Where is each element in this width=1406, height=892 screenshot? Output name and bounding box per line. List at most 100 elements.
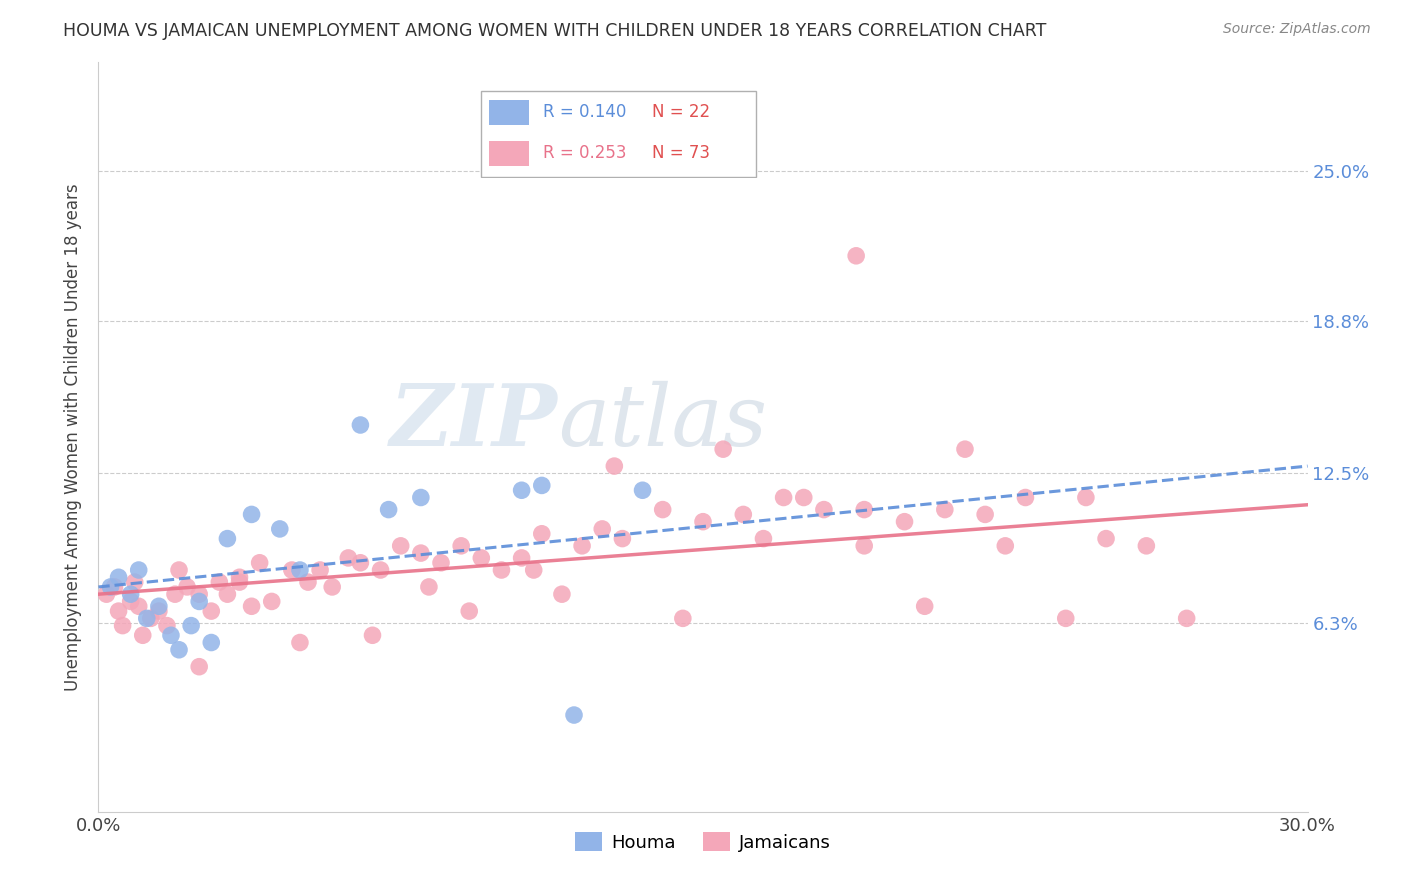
Point — [176, 580, 198, 594]
Point — [530, 478, 553, 492]
FancyBboxPatch shape — [481, 91, 756, 177]
Point — [1014, 491, 1036, 505]
Point — [309, 563, 332, 577]
Point — [953, 442, 976, 457]
Point — [510, 550, 533, 565]
Point — [297, 575, 319, 590]
Text: N = 22: N = 22 — [652, 103, 710, 121]
Text: Source: ZipAtlas.com: Source: ZipAtlas.com — [1223, 22, 1371, 37]
Point — [1074, 491, 1097, 505]
Point — [692, 515, 714, 529]
Point — [361, 628, 384, 642]
Point — [337, 550, 360, 565]
Point — [409, 491, 432, 505]
Text: HOUMA VS JAMAICAN UNEMPLOYMENT AMONG WOMEN WITH CHILDREN UNDER 18 YEARS CORRELAT: HOUMA VS JAMAICAN UNEMPLOYMENT AMONG WOM… — [63, 22, 1046, 40]
Point — [156, 618, 179, 632]
Point — [200, 604, 222, 618]
Point — [188, 587, 211, 601]
Point — [934, 502, 956, 516]
Point — [288, 563, 311, 577]
Text: R = 0.253: R = 0.253 — [543, 145, 626, 162]
Point — [200, 635, 222, 649]
Point — [148, 599, 170, 614]
Point — [321, 580, 343, 594]
Point — [103, 580, 125, 594]
Point — [1095, 532, 1118, 546]
Point — [1135, 539, 1157, 553]
Point — [530, 526, 553, 541]
Point — [217, 587, 239, 601]
Point — [260, 594, 283, 608]
Point — [510, 483, 533, 498]
Point — [120, 587, 142, 601]
Legend: Houma, Jamaicans: Houma, Jamaicans — [568, 825, 838, 859]
Point — [1054, 611, 1077, 625]
Point — [845, 249, 868, 263]
Point — [853, 539, 876, 553]
Point — [128, 563, 150, 577]
Point — [562, 708, 585, 723]
Point — [711, 442, 734, 457]
Point — [107, 604, 129, 618]
Point — [167, 642, 190, 657]
Point — [409, 546, 432, 560]
Point — [132, 628, 155, 642]
Text: atlas: atlas — [558, 381, 768, 464]
Point — [672, 611, 695, 625]
Point — [772, 491, 794, 505]
Point — [571, 539, 593, 553]
Point — [853, 502, 876, 516]
Point — [148, 604, 170, 618]
Point — [603, 459, 626, 474]
Point — [288, 635, 311, 649]
Point — [100, 580, 122, 594]
Point — [160, 628, 183, 642]
Point — [139, 611, 162, 625]
Text: R = 0.140: R = 0.140 — [543, 103, 626, 121]
Point — [491, 563, 513, 577]
Point — [974, 508, 997, 522]
Point — [994, 539, 1017, 553]
Text: ZIP: ZIP — [389, 380, 558, 464]
Point — [167, 563, 190, 577]
Point — [228, 570, 250, 584]
Point — [612, 532, 634, 546]
Point — [111, 618, 134, 632]
Point — [281, 563, 304, 577]
Point — [349, 417, 371, 432]
Point — [96, 587, 118, 601]
Point — [249, 556, 271, 570]
Text: N = 73: N = 73 — [652, 145, 710, 162]
Point — [458, 604, 481, 618]
Point — [450, 539, 472, 553]
Point — [893, 515, 915, 529]
Point — [591, 522, 613, 536]
Point — [128, 599, 150, 614]
Point — [752, 532, 775, 546]
Point — [240, 599, 263, 614]
Point — [1175, 611, 1198, 625]
Point — [430, 556, 453, 570]
Point — [523, 563, 546, 577]
FancyBboxPatch shape — [489, 100, 529, 125]
Point — [188, 594, 211, 608]
Point — [349, 556, 371, 570]
Point — [120, 594, 142, 608]
Point — [228, 575, 250, 590]
Point — [135, 611, 157, 625]
Point — [180, 618, 202, 632]
Point — [389, 539, 412, 553]
Point — [551, 587, 574, 601]
Point — [208, 575, 231, 590]
Point — [793, 491, 815, 505]
Point — [188, 659, 211, 673]
Point — [418, 580, 440, 594]
Point — [217, 532, 239, 546]
Point — [651, 502, 673, 516]
Point — [813, 502, 835, 516]
Y-axis label: Unemployment Among Women with Children Under 18 years: Unemployment Among Women with Children U… — [63, 183, 82, 691]
Point — [107, 570, 129, 584]
FancyBboxPatch shape — [489, 141, 529, 166]
Point — [377, 502, 399, 516]
Point — [124, 575, 146, 590]
